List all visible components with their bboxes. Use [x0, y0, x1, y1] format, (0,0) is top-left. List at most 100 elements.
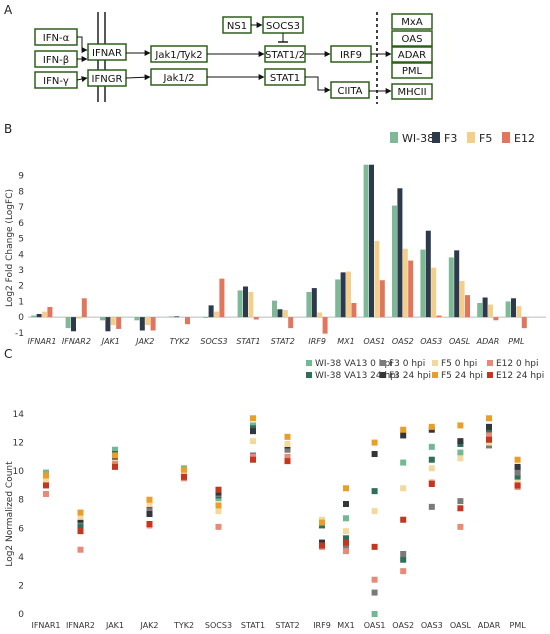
point-f5-0-hpi-oas2 [400, 485, 407, 492]
legend-swatch-f3 [432, 132, 440, 143]
x-tick-label: SOCS3 [200, 337, 227, 346]
bar-f5-jak2 [145, 317, 151, 325]
ciita-label: CIITA [337, 86, 362, 97]
oas-label: OAS [402, 34, 423, 45]
y-tick-label: 2 [18, 282, 24, 292]
bar-wi-38-ifnar1 [31, 315, 37, 318]
y-axis-label: Log2 Fold Change (LogFC) [5, 189, 15, 307]
point-wi-38-va13-24-hpi-pml [514, 473, 521, 480]
bar-e12-stat1 [253, 317, 259, 320]
point-f5-0-hpi-socs3 [215, 508, 222, 515]
y-tick-label: 8 [18, 496, 24, 506]
bar-wi-38-jak2 [134, 317, 140, 321]
point-f5-24-hpi-oas3 [428, 423, 435, 430]
y-tick-label: 2 [18, 581, 24, 591]
point-f5-0-hpi-jak2 [146, 501, 153, 507]
point-e12-24-hpi-ifnar2 [77, 528, 84, 535]
point-e12-24-hpi-socs3 [215, 486, 222, 493]
y-tick-label: 4 [18, 250, 24, 260]
stat12-label: STAT1/2 [265, 50, 305, 61]
point-f5-24-hpi-adar [486, 415, 492, 422]
bar-wi-38-socs3 [203, 317, 209, 318]
mxa-label: MxA [401, 17, 423, 28]
x-tick-label: OASL [450, 621, 472, 630]
point-f5-0-hpi-ifnar2 [77, 513, 84, 520]
ifn-gamma-label: IFN-γ [43, 76, 69, 87]
irf9-label: IRF9 [340, 50, 362, 61]
bar-f3-oas3 [425, 230, 431, 318]
y-tick-label: 8 [18, 187, 24, 197]
point-f3-24-hpi-oas2 [400, 432, 407, 439]
legend-label-f5-0-hpi: F5 0 hpi [441, 359, 477, 369]
point-f3-24-hpi-pml [514, 463, 521, 470]
bar-e12-ifnar2 [81, 298, 87, 318]
legend-swatch-e12 [502, 132, 510, 143]
point-f3-0-hpi-stat2 [284, 446, 291, 453]
ns1-label: NS1 [227, 21, 247, 32]
y-tick-label: 6 [18, 524, 24, 534]
legend-label-e12: E12 [514, 132, 535, 145]
point-f5-24-hpi-stat1 [250, 415, 256, 422]
jak12-label: Jak1/2 [163, 73, 195, 84]
legend-label-f3: F3 [444, 132, 457, 145]
point-f3-24-hpi-mx1 [343, 501, 349, 507]
ifnar-box [87, 43, 127, 61]
x-tick-label: JAK2 [134, 337, 154, 346]
legend-swatch-wi-38-va13-24-hpi [306, 372, 312, 378]
point-f5-24-hpi-oas1 [371, 439, 378, 446]
bar-wi-38-mx1 [335, 279, 341, 318]
bar-wi-38-irf9 [306, 292, 312, 318]
jak1-tyk2-label: Jak1/Tyk2 [154, 50, 202, 61]
mhcii-label: MHCII [397, 87, 426, 98]
point-f5-0-hpi-stat1 [250, 438, 256, 445]
legend-label-e12-0-hpi: E12 0 hpi [496, 359, 539, 369]
y-tick-label: 0 [18, 610, 24, 620]
x-tick-label: OAS2 [392, 621, 414, 630]
bar-e12-oas3 [436, 315, 442, 318]
bar-f3-jak2 [139, 317, 145, 331]
bar-f5-ifnar1 [42, 311, 47, 318]
bar-wi-38-pml [505, 301, 511, 318]
mxa-box [391, 13, 433, 30]
bar-e12-oas1 [379, 280, 385, 318]
point-e12-0-hpi-ifnar1 [43, 491, 49, 497]
bar-f5-socs3 [214, 311, 219, 318]
bar-wi-38-stat2 [272, 300, 277, 318]
x-tick-label: OAS1 [363, 337, 385, 346]
point-f5-24-hpi-irf9 [319, 519, 325, 526]
x-tick-label: JAK2 [139, 621, 158, 630]
point-e12-24-hpi-mx1 [343, 539, 349, 546]
panel-label-b: B [4, 122, 12, 136]
bar-f5-stat2 [282, 310, 288, 318]
y-tick-label: 7 [18, 203, 24, 213]
point-f3-0-hpi-pml [514, 469, 521, 476]
point-f5-0-hpi-oasl [457, 455, 464, 462]
bar-f3-pml [511, 298, 516, 318]
point-f5-0-hpi-ifnar1 [43, 476, 49, 483]
bar-wi-38-jak1 [100, 317, 105, 321]
point-f3-24-hpi-stat1 [250, 428, 256, 435]
point-e12-0-hpi-ifnar2 [77, 546, 84, 553]
x-tick-label: IFNAR1 [27, 337, 56, 346]
point-e12-24-hpi-jak2 [146, 521, 153, 527]
point-f5-24-hpi-mx1 [343, 485, 349, 492]
bar-wi-38-stat1 [237, 290, 243, 318]
point-f5-24-hpi-oasl [457, 422, 464, 429]
bar-f5-oas1 [374, 240, 380, 318]
bar-f5-ifnar2 [76, 317, 82, 319]
point-wi-38-va13-24-hpi-oas1 [371, 488, 378, 495]
oas-box [391, 30, 433, 47]
point-e12-24-hpi-adar [486, 436, 492, 443]
bar-f3-oas2 [397, 188, 403, 318]
point-e12-0-hpi-oas2 [400, 568, 407, 575]
bar-e12-jak1 [116, 317, 122, 329]
bar-e12-jak2 [150, 317, 156, 331]
legend-label-wi-38: WI-38 [402, 132, 434, 145]
ifn-alpha-label: IFN-α [43, 33, 70, 44]
adar-label: ADAR [398, 50, 426, 61]
bar-f5-oasl [459, 281, 465, 318]
point-f5-24-hpi-oas2 [400, 426, 407, 433]
point-e12-24-hpi-oas2 [400, 516, 407, 523]
point-f3-0-hpi-oas3 [428, 503, 435, 510]
point-wi-38-va13-24-hpi-ifnar2 [77, 522, 84, 529]
